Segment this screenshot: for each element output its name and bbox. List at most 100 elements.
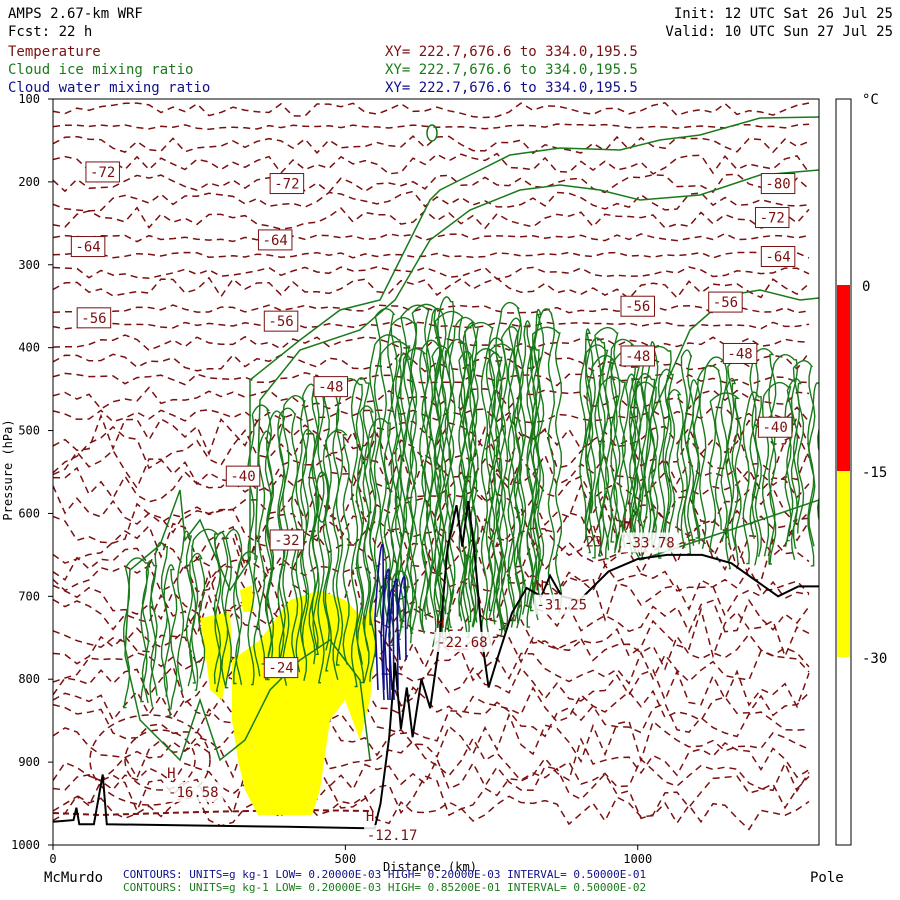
- temperature-label-box: [263, 657, 299, 679]
- cloud-ice-contour: [462, 322, 479, 638]
- cloud-ice-contour: [742, 391, 763, 565]
- cloud-ice-contour: [485, 351, 504, 645]
- extremum-value: -16.58: [168, 785, 219, 801]
- legend-cloud-water-xy: XY= 222.7,676.6 to 334.0,195.5: [385, 80, 638, 96]
- extremum-marker: H: [436, 616, 444, 632]
- colorbar-level-0: 0: [862, 279, 870, 295]
- temperature-label-box: [760, 245, 796, 267]
- temperature-isotherm: [53, 648, 810, 686]
- extremum-value: -12.17: [367, 828, 418, 844]
- cloud-ice-contour: [604, 338, 637, 560]
- temperature-label-box: [757, 416, 793, 438]
- forecast-hour: Fcst: 22 h: [8, 24, 92, 40]
- temperature-isotherm: [53, 101, 810, 119]
- y-tick-label: 800: [18, 672, 40, 686]
- extremum-value-bg: [533, 594, 592, 615]
- extremum-value: -22.68: [437, 635, 488, 651]
- y-tick-label: 900: [18, 755, 40, 769]
- cloud-ice-contour: [792, 360, 816, 549]
- colorbar-level-30: -30: [862, 651, 887, 667]
- footer-contours-water: CONTOURS: UNITS=g kg-1 LOW= 0.20000E-03 …: [123, 868, 646, 881]
- model-title: AMPS 2.67-km WRF: [8, 6, 143, 22]
- y-tick-label: 700: [18, 589, 40, 603]
- legend-temperature: Temperature: [8, 44, 101, 60]
- temperature-isotherm: [53, 735, 810, 782]
- legend-cloud-ice: Cloud ice mixing ratio: [8, 62, 193, 78]
- plot-frame: [52, 98, 820, 846]
- cloud-ice-contour: [379, 340, 411, 625]
- temperature-isotherm: [53, 499, 810, 550]
- cloud-ice-contour: [140, 560, 158, 703]
- cloud-ice-envelope: [124, 116, 819, 656]
- cloud-ice-contour: [500, 326, 521, 629]
- temperature-label: -56: [81, 311, 106, 327]
- temperature-label-box: [269, 529, 305, 551]
- temperature-label: -64: [263, 233, 288, 249]
- x-axis-label: Distance (km): [383, 860, 477, 874]
- temperature-isotherm-closed: [124, 729, 196, 791]
- colorbar-unit: °C: [862, 92, 879, 108]
- cloud-ice-contour: [282, 395, 308, 686]
- cloud-ice-contour: [369, 334, 403, 626]
- temperature-isotherm: [53, 606, 810, 659]
- y-tick-label: 100: [18, 92, 40, 106]
- y-tick-label: 500: [18, 424, 40, 438]
- cloud-ice-contour: [588, 354, 618, 559]
- y-tick-label: 600: [18, 506, 40, 520]
- cloud-ice-contour: [176, 530, 194, 692]
- cloud-ice-contour: [507, 317, 525, 628]
- temperature-isotherm-closed: [89, 714, 211, 806]
- extremum-value: -33.78: [624, 535, 675, 551]
- cloud-ice-closed-contour: [426, 124, 438, 142]
- cloud-ice-contour: [191, 528, 222, 691]
- init-time: Init: 12 UTC Sat 26 Jul 25: [674, 6, 893, 22]
- y-tick-label: 1000: [11, 838, 40, 852]
- temperature-isotherm: [53, 757, 810, 795]
- temperature-label: -56: [625, 299, 650, 315]
- contour-fragment-label: 23: [585, 535, 602, 551]
- legend-cloud-water: Cloud water mixing ratio: [8, 80, 210, 96]
- cloud-ice-contour: [350, 377, 370, 688]
- extrema-labels: H -16.58 H -12.17 H -22.68 H -31.25 H -33.78: [165, 516, 680, 845]
- y-axis: 100 200 300 400 500 600 700 800 900 1000: [11, 92, 53, 852]
- temperature-label-box: [70, 236, 106, 258]
- temperature-isotherm: [53, 517, 810, 570]
- cloud-ice-contour: [386, 317, 418, 646]
- temperature-isotherm: [53, 135, 810, 155]
- cloud-ice-contour: [579, 328, 594, 524]
- cloud-ice-contour: [518, 320, 534, 615]
- temperature-label: -48: [625, 349, 650, 365]
- cloud-ice-envelope: [254, 169, 819, 561]
- temperature-label-box: [708, 291, 743, 313]
- temperature-label: -40: [230, 469, 255, 485]
- temperature-label-box: [620, 295, 655, 317]
- terrain-surface-line: [53, 500, 819, 830]
- cloud-water-contour: [380, 568, 391, 701]
- temperature-label: -24: [268, 661, 293, 677]
- temperature-label-box: [760, 173, 796, 195]
- cloud-water-contour: [384, 588, 395, 701]
- temperature-label: -64: [75, 240, 100, 256]
- cloud-ice-contour: [373, 308, 398, 617]
- temperature-label: -40: [762, 420, 787, 436]
- cloud-ice-contour: [149, 541, 169, 707]
- cloud-ice-contour: [584, 344, 610, 554]
- colorbar-band-yellow: [837, 471, 850, 657]
- temperature-label-box: [313, 376, 348, 398]
- cloud-ice-contour: [295, 428, 316, 673]
- temperature-label-box: [76, 307, 112, 329]
- colorbar: °C 0 -15 -30: [835, 92, 887, 846]
- cloud-ice-contour: [425, 307, 447, 616]
- x-axis: 0 500 1000: [49, 845, 652, 866]
- y-tick-label: 400: [18, 341, 40, 355]
- cloud-ice-contour: [529, 308, 545, 612]
- temperature-isotherm: [53, 568, 810, 623]
- colorbar-level-15: -15: [862, 465, 887, 481]
- temperature-label-box: [620, 345, 655, 367]
- temperature-isotherm: [53, 152, 810, 175]
- cloud-ice-contour: [725, 377, 739, 570]
- cloud-ice-contour: [644, 341, 659, 553]
- temperature-isotherm: [53, 251, 810, 259]
- colorbar-outline: [835, 98, 852, 846]
- cloud-ice-contour: [640, 345, 672, 561]
